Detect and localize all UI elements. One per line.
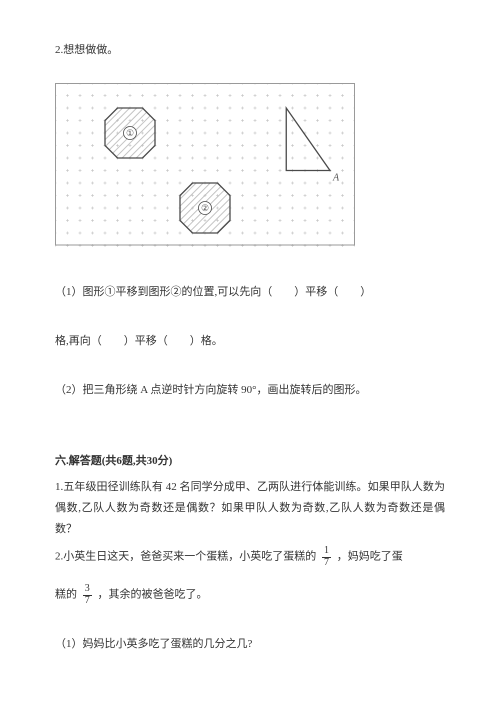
- text: ）格。: [190, 335, 223, 347]
- section6-heading: 六.解答题(共6题,共30分): [55, 451, 445, 472]
- text: ）: [360, 286, 371, 298]
- svg-text:①: ①: [126, 128, 134, 138]
- text: 2.小英生日这天，爸爸买来一个蛋糕，小英吃了蛋糕的: [55, 551, 316, 563]
- fraction-3-7: 37: [83, 584, 92, 606]
- text: ，其余的被爸爸吃了。: [98, 589, 208, 601]
- text: （1）图形①平移到图形②的位置,可以先向（: [55, 286, 272, 298]
- text: 糕的: [55, 589, 77, 601]
- svg-text:A: A: [332, 172, 340, 183]
- q2-p1-line1: （1）图形①平移到图形②的位置,可以先向（ ）平移（ ）: [55, 282, 445, 303]
- grid-svg: ① ② A: [55, 83, 355, 248]
- q2-heading: 2.想想做做。: [55, 40, 445, 61]
- text: ，妈妈吃了蛋: [337, 551, 403, 563]
- svg-text:②: ②: [201, 203, 209, 213]
- s6-q2-line1: 2.小英生日这天，爸爸买来一个蛋糕，小英吃了蛋糕的 17 ，妈妈吃了蛋: [55, 546, 445, 568]
- fraction-1-7: 17: [322, 546, 331, 568]
- s6-q2-line2: 糕的 37 ，其余的被爸爸吃了。: [55, 584, 445, 606]
- q2-p1-line2: 格,再向（ ）平移（ ）格。: [55, 331, 445, 352]
- text: 格,再向（: [55, 335, 102, 347]
- translation-diagram: ① ② A: [55, 83, 355, 248]
- text: ）平移（: [124, 335, 168, 347]
- s6-q2-sub1: （1）妈妈比小英多吃了蛋糕的几分之几?: [55, 634, 445, 655]
- text: ）平移（: [294, 286, 338, 298]
- q2-p2: （2）把三角形绕 A 点逆时针方向旋转 90°，画出旋转后的图形。: [55, 380, 445, 401]
- s6-q1: 1.五年级田径训练队有 42 名同学分成甲、乙两队进行体能训练。如果甲队人数为偶…: [55, 477, 445, 540]
